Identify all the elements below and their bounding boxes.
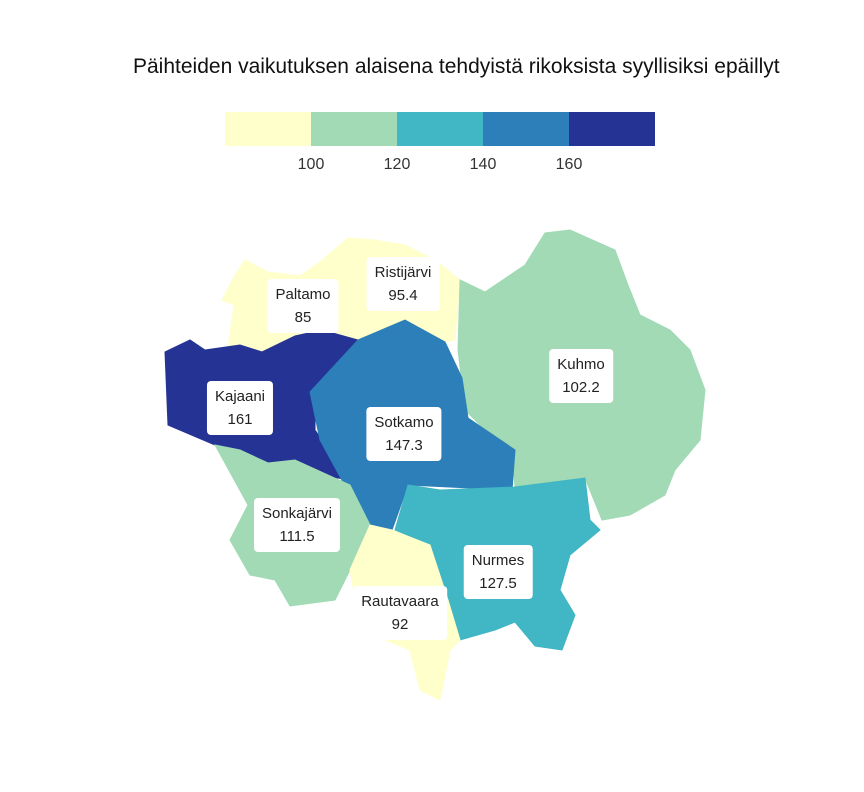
region-value: 92 — [391, 616, 409, 633]
region-name: Ristijärvi — [374, 264, 432, 281]
region-name: Kuhmo — [557, 356, 605, 373]
legend-tick: 160 — [555, 156, 583, 173]
legend-tick: 140 — [469, 156, 497, 173]
legend-swatch-2 — [311, 112, 397, 146]
region-value: 161 — [227, 411, 253, 428]
region-label-nurmes: Nurmes 127.5 — [463, 545, 533, 599]
legend-swatch-3 — [397, 112, 483, 146]
region-name: Paltamo — [275, 286, 331, 303]
legend-swatch-5 — [569, 112, 655, 146]
region-name: Kajaani — [214, 388, 266, 405]
region-value: 127.5 — [479, 575, 517, 592]
region-value: 95.4 — [388, 287, 418, 304]
map-title: Päihteiden vaikutuksen alaisena tehdyist… — [133, 55, 780, 78]
region-name: Rautavaara — [361, 593, 439, 610]
region-name: Sotkamo — [374, 414, 434, 431]
legend-tick: 120 — [383, 156, 411, 173]
region-value: 85 — [294, 309, 312, 326]
color-legend — [225, 112, 655, 146]
legend-swatch-4 — [483, 112, 569, 146]
region-value: 111.5 — [279, 528, 315, 545]
legend-swatch-1 — [225, 112, 311, 146]
region-label-ristijarvi: Ristijärvi 95.4 — [366, 257, 440, 311]
region-label-rautavaara: Rautavaara 92 — [353, 586, 447, 640]
region-label-kuhmo: Kuhmo 102.2 — [549, 349, 613, 403]
region-value: 102.2 — [562, 379, 600, 396]
region-value: 147.3 — [385, 437, 423, 454]
region-label-sotkamo: Sotkamo 147.3 — [366, 407, 442, 461]
region-name: Nurmes — [471, 552, 525, 569]
region-label-kajaani: Kajaani 161 — [206, 381, 274, 435]
region-name: Sonkajärvi — [261, 505, 333, 522]
legend-tick: 100 — [297, 156, 325, 173]
region-label-paltamo: Paltamo 85 — [267, 279, 339, 333]
region-label-sonkajarvi: Sonkajärvi 111.5 — [253, 498, 341, 552]
